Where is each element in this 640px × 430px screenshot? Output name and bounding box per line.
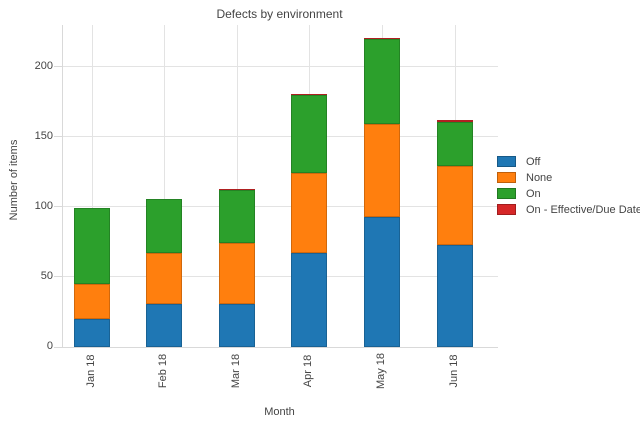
y-tick-mark [54, 136, 62, 137]
legend-swatch [497, 204, 516, 215]
legend-swatch [497, 156, 516, 167]
y-tick-mark [54, 347, 62, 348]
bar-mar-18 [218, 25, 255, 347]
bar-segment-off[interactable] [218, 303, 255, 347]
bar-segment-on[interactable] [73, 208, 110, 284]
x-tick-label: Jan 18 [84, 354, 97, 388]
x-tick-label: Feb 18 [157, 353, 170, 389]
y-gridline [63, 66, 498, 67]
bar-segment-none[interactable] [146, 253, 183, 304]
bar-segment-none[interactable] [218, 243, 255, 304]
x-tick-label: Apr 18 [302, 354, 315, 388]
legend-label: None [526, 171, 553, 184]
bar-segment-off[interactable] [146, 303, 183, 347]
bar-segment-on[interactable] [436, 121, 473, 167]
bar-segment-none[interactable] [436, 166, 473, 245]
bar-segment-none[interactable] [363, 124, 400, 217]
bar-jun-18 [436, 25, 473, 347]
legend-item-on[interactable]: On [497, 186, 640, 201]
chart-title: Defects by environment [216, 7, 343, 21]
legend-item-none[interactable]: None [497, 170, 640, 185]
y-tick-label: 100 [34, 200, 53, 212]
bar-segment-on-effective-due-date[interactable] [436, 120, 473, 122]
legend-swatch [497, 172, 516, 183]
x-gridline [164, 25, 166, 347]
bar-segment-on[interactable] [146, 198, 183, 254]
x-tick-label: May 18 [374, 352, 387, 390]
bar-segment-on-effective-due-date[interactable] [291, 93, 328, 95]
y-axis-title: Number of items [8, 139, 20, 221]
bar-segment-on[interactable] [363, 39, 400, 125]
legend-label: On - Effective/Due Date [526, 203, 640, 216]
y-tick-label: 50 [40, 270, 53, 282]
bar-segment-none[interactable] [73, 284, 110, 319]
bar-jan-18 [73, 25, 110, 347]
bar-segment-off[interactable] [436, 244, 473, 347]
y-tick-label: 200 [34, 60, 53, 72]
bar-apr-18 [291, 25, 328, 347]
plot-area [62, 25, 498, 348]
y-tick-label: 0 [46, 340, 53, 352]
bar-segment-on-effective-due-date[interactable] [218, 188, 255, 191]
x-tick-label: Mar 18 [229, 353, 242, 389]
y-tick-mark [54, 66, 62, 67]
legend-item-on-effective-due-date[interactable]: On - Effective/Due Date [497, 202, 640, 217]
x-gridline [236, 25, 238, 347]
y-tick-mark [54, 206, 62, 207]
y-tick-mark [54, 276, 62, 277]
legend: Off None On On - Effective/Due Date [497, 154, 640, 218]
x-axis-title: Month [264, 406, 295, 418]
bar-segment-none[interactable] [291, 173, 328, 254]
legend-label: On [526, 187, 541, 200]
y-gridline [63, 206, 498, 207]
legend-label: Off [526, 155, 541, 168]
bar-segment-on[interactable] [291, 95, 328, 174]
bar-feb-18 [146, 25, 183, 347]
x-tick-label: Jun 18 [447, 354, 460, 388]
bar-segment-off[interactable] [363, 216, 400, 347]
y-gridline [63, 276, 498, 277]
bar-segment-on-effective-due-date[interactable] [363, 37, 400, 39]
bar-segment-off[interactable] [291, 253, 328, 347]
bar-may-18 [363, 25, 400, 347]
legend-swatch [497, 188, 516, 199]
x-gridline [91, 25, 93, 347]
bar-segment-on[interactable] [218, 190, 255, 244]
y-gridline [63, 136, 498, 137]
bar-segment-off[interactable] [73, 319, 110, 347]
y-tick-label: 150 [34, 130, 53, 142]
legend-item-off[interactable]: Off [497, 154, 640, 169]
